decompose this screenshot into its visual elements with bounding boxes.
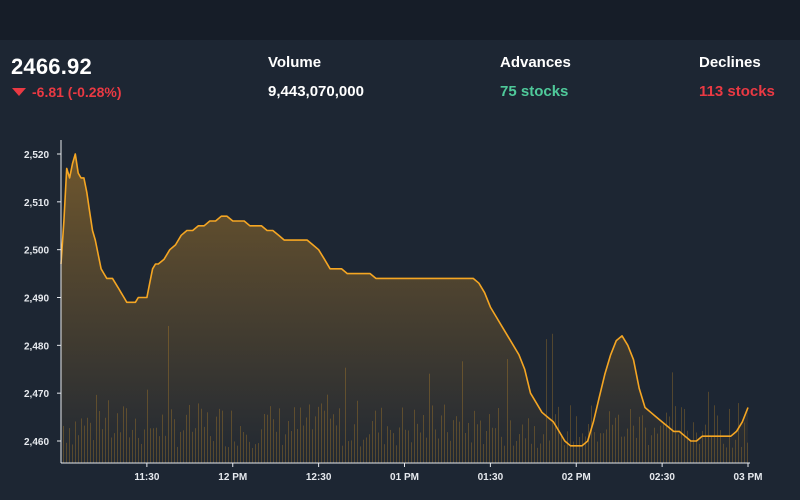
x-tick-label: 01 PM bbox=[390, 472, 419, 483]
advances-value: 75 stocks bbox=[500, 83, 569, 100]
top-navbar bbox=[0, 0, 800, 40]
volume-bar bbox=[714, 405, 715, 463]
volume-value: 9,443,070,000 bbox=[268, 83, 364, 100]
y-tick-label: 2,480 bbox=[24, 341, 49, 352]
x-tick-label: 12 PM bbox=[218, 472, 247, 483]
price-area bbox=[61, 154, 748, 463]
volume-bar bbox=[570, 405, 571, 463]
advances-label: Advances bbox=[500, 54, 571, 71]
x-tick-label: 01:30 bbox=[478, 472, 504, 483]
y-tick-label: 2,500 bbox=[24, 246, 49, 257]
y-tick-label: 2,510 bbox=[24, 198, 49, 209]
declines-stat: Declines 113 stocks bbox=[699, 54, 775, 100]
volume-bar bbox=[708, 391, 709, 463]
volume-bar bbox=[552, 333, 553, 463]
declines-value: 113 stocks bbox=[699, 83, 775, 100]
index-change-text: -6.81 (-0.28%) bbox=[32, 84, 122, 100]
volume-bar bbox=[672, 372, 673, 463]
y-tick-label: 2,490 bbox=[24, 294, 49, 305]
price-line[interactable] bbox=[60, 153, 749, 447]
y-tick-label: 2,460 bbox=[24, 437, 49, 448]
x-tick-label: 03 PM bbox=[734, 472, 763, 483]
x-tick-label: 02 PM bbox=[562, 472, 591, 483]
index-change: -6.81 (-0.28%) bbox=[12, 84, 121, 100]
stats-header: 2466.92 -6.81 (-0.28%) Volume 9,443,070,… bbox=[0, 40, 800, 120]
volume-label: Volume bbox=[268, 54, 322, 71]
index-line-chart[interactable]: 2,520 2,510 2,500 2,490 2,480 2,470 2,460 11:3… bbox=[0, 130, 800, 500]
advances-stat: Advances 75 stocks bbox=[500, 54, 571, 100]
x-tick-label: 11:30 bbox=[134, 472, 159, 483]
index-value: 2466.92 bbox=[11, 54, 92, 79]
y-tick-label: 2,520 bbox=[24, 150, 49, 161]
volume-bar bbox=[546, 339, 547, 463]
volume-bar bbox=[576, 416, 577, 463]
y-tick-label: 2,470 bbox=[24, 389, 49, 400]
x-tick-label: 12:30 bbox=[306, 472, 332, 483]
arrow-down-icon bbox=[12, 88, 26, 96]
x-tick-label: 02:30 bbox=[649, 472, 675, 483]
declines-label: Declines bbox=[699, 54, 761, 71]
volume-stat: Volume 9,443,070,000 bbox=[268, 54, 364, 100]
